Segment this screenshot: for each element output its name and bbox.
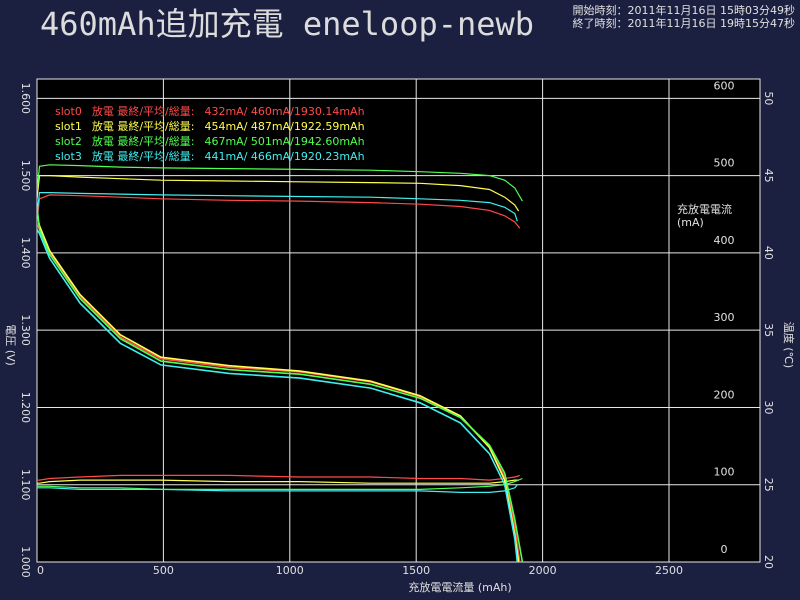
legend-name: slot3 (55, 150, 82, 163)
y-tick-label: 1.200 (19, 392, 32, 424)
legend-mode: 放電 最終/平均/総量: (92, 134, 195, 148)
legend-summary: 441mA/ 466mA/1920.23mAh (204, 150, 364, 163)
y2-tick-label: 400 (714, 234, 735, 247)
y-tick-label: 1.300 (19, 314, 32, 346)
y-axis-label: 電圧 (V) (4, 324, 17, 366)
temperature-line (37, 484, 518, 493)
legend-name: slot0 (55, 105, 82, 118)
legend-entry: slot1 放電 最終/平均/総量: 454mA/ 487mA/1922.59mAh (55, 119, 365, 133)
temperature-line (37, 474, 520, 481)
y-tick-label: 1.000 (19, 546, 32, 578)
y2-tick-label: 0 (721, 543, 728, 556)
x-tick-label: 1000 (276, 564, 304, 577)
y2-tick-label: 500 (714, 157, 735, 170)
y-tick-label: 1.500 (19, 160, 32, 192)
x-tick-label: 0 (37, 564, 44, 577)
legend-entry: slot0 放電 最終/平均/総量: 432mA/ 460mA/1930.14mAh (55, 104, 365, 118)
current-line (37, 175, 520, 212)
y-tick-label: 1.400 (19, 237, 32, 269)
labels: 0 500 1000 1500 2000 25001.0001.1001.2001.300… (19, 79, 775, 577)
current-line (37, 164, 523, 202)
legend-mode: 放電 最終/平均/総量: (92, 119, 195, 133)
y3-tick-label: 20 (762, 555, 775, 569)
y2-tick-label: 200 (714, 388, 735, 401)
y3-tick-label: 35 (762, 323, 775, 337)
y3-tick-label: 45 (762, 169, 775, 183)
y2-tick-label: 600 (714, 79, 735, 92)
end-time: 終了時刻：2011年11月16日 19時15分47秒 (573, 16, 795, 30)
y-tick-label: 1.600 (19, 83, 32, 115)
legend-name: slot1 (55, 120, 82, 133)
start-time: 開始時刻：2011年11月16日 15時03分49秒 (573, 3, 795, 17)
voltage-line (37, 206, 524, 562)
current-line (37, 192, 518, 222)
legend-mode: 放電 最終/平均/総量: (92, 149, 195, 163)
y3-tick-label: 30 (762, 400, 775, 414)
legend-summary: 467mA/ 501mA/1942.60mAh (204, 135, 364, 148)
legend-name: slot2 (55, 135, 82, 148)
y2-axis-unit: (mA) (677, 216, 704, 229)
plot-area (36, 78, 761, 563)
y3-tick-label: 50 (762, 91, 775, 105)
y2-tick-label: 300 (714, 311, 735, 324)
voltage-line (37, 229, 519, 562)
voltage-line (37, 214, 520, 562)
legend-summary: 432mA/ 460mA/1930.14mAh (204, 105, 364, 118)
x-tick-label: 500 (153, 564, 174, 577)
grid (37, 79, 760, 562)
y3-tick-label: 25 (762, 478, 775, 492)
x-tick-label: 2000 (529, 564, 557, 577)
temperature-line (37, 477, 523, 490)
lines (37, 164, 524, 562)
y3-axis-label: 温度 (℃) (782, 322, 796, 368)
x-tick-label: 1500 (402, 564, 430, 577)
y3-tick-label: 40 (762, 246, 775, 260)
y2-axis-label: 充放電電流 (677, 202, 732, 216)
current-line (37, 194, 521, 229)
legend-entry: slot2 放電 最終/平均/総量: 467mA/ 501mA/1942.60mAh (55, 134, 365, 148)
chart-title: 460mAh追加充電 eneloop-newb (40, 5, 534, 43)
legend-entry: slot3 放電 最終/平均/総量: 441mA/ 466mA/1920.23mAh (55, 149, 365, 163)
y-tick-label: 1.100 (19, 469, 32, 501)
x-tick-label: 2500 (655, 564, 683, 577)
legend-mode: 放電 最終/平均/総量: (92, 104, 195, 118)
x-axis-label: 充放電電流量 (mAh) (408, 580, 511, 594)
y2-tick-label: 100 (714, 466, 735, 479)
legend-summary: 454mA/ 487mA/1922.59mAh (204, 120, 364, 133)
temperature-line (37, 479, 519, 484)
